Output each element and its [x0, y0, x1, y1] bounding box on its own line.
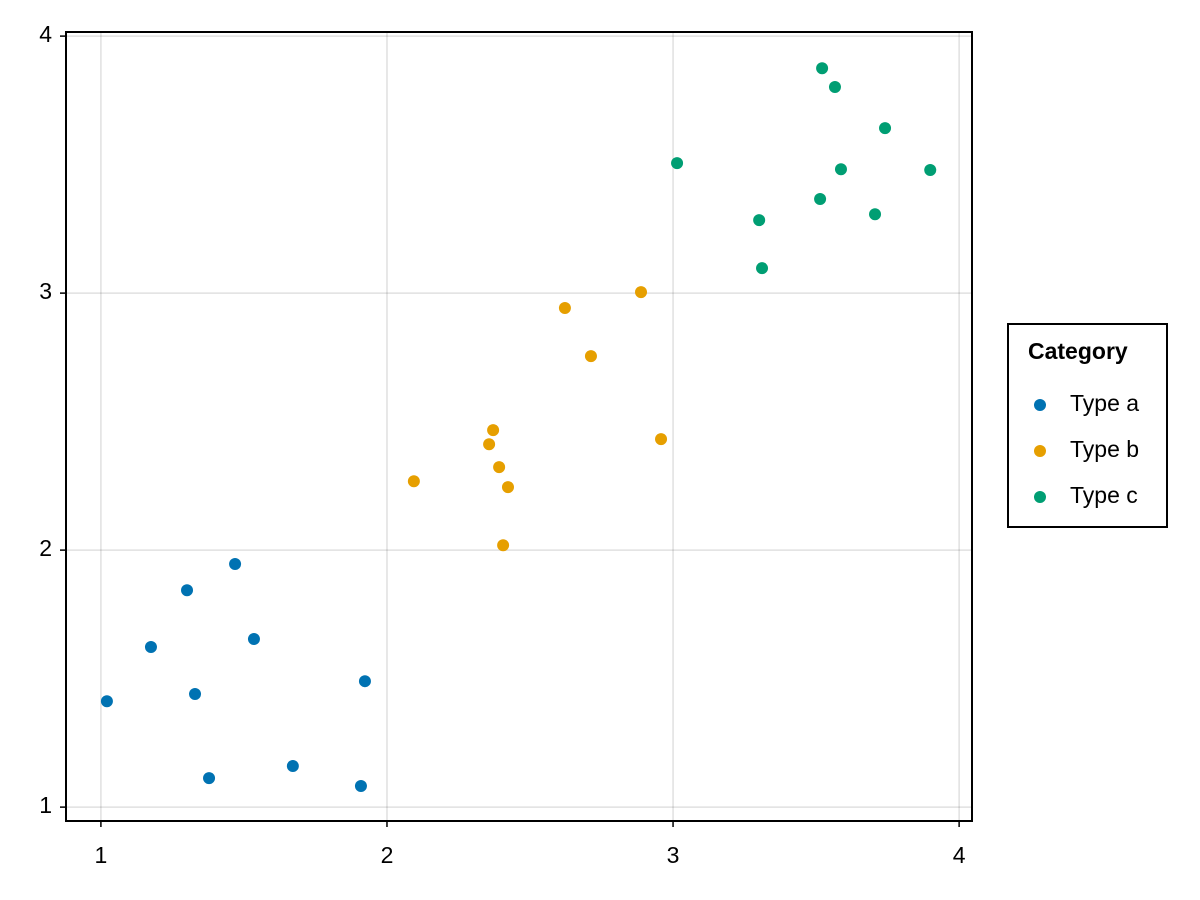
legend-box [1007, 323, 1168, 528]
point [144, 641, 157, 654]
x-tick-label: 4 [953, 842, 966, 868]
plot-frame [65, 31, 973, 822]
point [487, 424, 500, 437]
legend-title: Category [1028, 338, 1128, 364]
x-tick-label: 3 [667, 842, 680, 868]
point [756, 262, 769, 275]
x-tick-label: 2 [381, 842, 394, 868]
legend-marker [1034, 445, 1046, 457]
y-tick-label: 4 [39, 21, 52, 47]
point [483, 438, 496, 451]
y-tick-label: 2 [39, 535, 52, 561]
point [189, 688, 202, 701]
legend-label: Type a [1070, 390, 1139, 416]
legend-marker [1034, 491, 1046, 503]
point [924, 164, 937, 177]
point [203, 772, 216, 785]
point [497, 539, 510, 552]
x-tick-label: 1 [95, 842, 108, 868]
point [100, 695, 113, 708]
point [354, 780, 367, 793]
y-tick-label: 3 [39, 278, 52, 304]
y-tick-label: 1 [39, 792, 52, 818]
point [814, 193, 827, 206]
point [558, 302, 571, 315]
point [358, 675, 371, 688]
point [493, 461, 506, 474]
legend-label: Type c [1070, 482, 1138, 508]
point [501, 481, 514, 494]
point [584, 350, 597, 363]
point [753, 214, 766, 227]
point [286, 760, 299, 773]
point [229, 557, 242, 570]
point [181, 584, 194, 597]
legend-label: Type b [1070, 436, 1139, 462]
point [828, 80, 841, 93]
point [655, 433, 668, 446]
point [879, 122, 892, 135]
legend-marker [1034, 399, 1046, 411]
point [407, 475, 420, 488]
point [816, 62, 829, 75]
point [635, 286, 648, 299]
point [247, 633, 260, 646]
point [869, 208, 882, 221]
point [834, 163, 847, 176]
point [671, 157, 684, 170]
